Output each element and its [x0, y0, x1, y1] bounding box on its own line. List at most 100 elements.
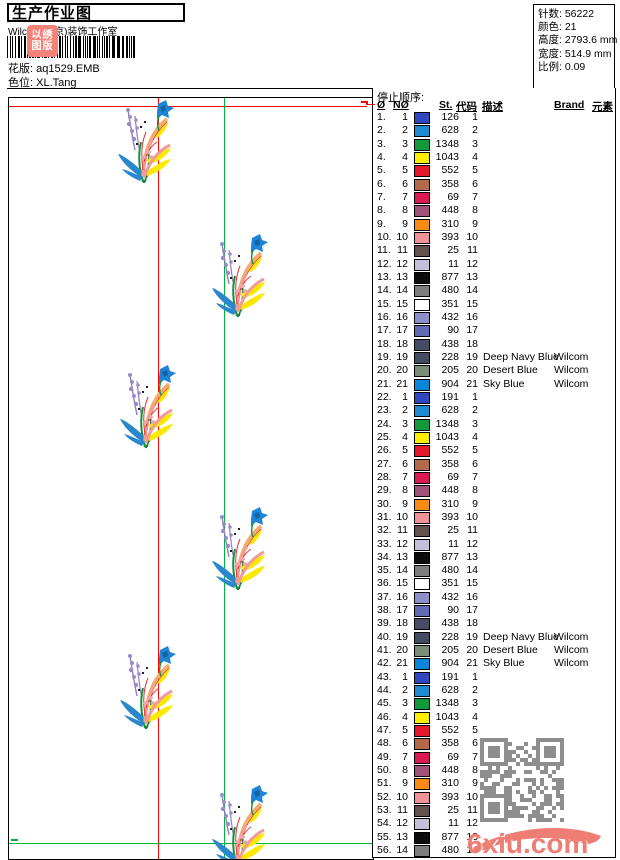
thread-color-swatch: [414, 391, 430, 404]
thread-color-swatch: [414, 698, 430, 711]
stop-order-label: 停止顺序:: [377, 92, 425, 104]
table-row: 5. 5 552 5: [377, 164, 478, 178]
table-row: 53. 11 25 11: [377, 804, 478, 818]
thread-color-swatch: [414, 471, 430, 484]
table-row: 11. 11 25 11: [377, 244, 478, 258]
pattern-file-label: 花版:: [8, 63, 34, 75]
thread-color-swatch: [414, 818, 430, 831]
thread-color-swatch: [414, 458, 430, 471]
thread-color-swatch: [414, 311, 430, 324]
thread-color-swatch: [414, 591, 430, 604]
table-row: 14. 14 480 14: [377, 284, 478, 298]
table-row: 9. 9 310 9: [377, 217, 478, 231]
table-row: 30. 9 310 9: [377, 497, 478, 511]
table-row: 44. 2 628 2: [377, 684, 478, 698]
info-line: 宽度: 514.9 mm: [538, 47, 612, 60]
thread-color-swatch: [414, 751, 430, 764]
colorway-label: 色位:: [8, 77, 34, 89]
thread-color-swatch: [414, 498, 430, 511]
watermark-text: 6xiu.com: [467, 828, 589, 859]
thread-color-swatch: [414, 285, 430, 298]
thread-color-swatch: [414, 605, 430, 618]
design-preview-canvas: [8, 97, 374, 860]
thread-color-swatch: [414, 125, 430, 138]
thread-color-swatch: [414, 685, 430, 698]
thread-color-swatch: [414, 845, 430, 858]
table-row: 46. 4 1043 4: [377, 710, 478, 724]
thread-color-swatch: [414, 165, 430, 178]
thread-color-swatch: [414, 831, 430, 844]
thread-color-swatch: [414, 445, 430, 458]
header-divider: [7, 88, 616, 89]
thread-color-swatch: [414, 618, 430, 631]
qr-stamp-line: 以绣: [31, 30, 54, 41]
table-row: 6. 6 358 6: [377, 177, 478, 191]
table-row: 29. 8 448 8: [377, 484, 478, 498]
table-row: 12. 12 11 12: [377, 257, 478, 271]
pattern-file-line: 花版: aq1529.EMB: [8, 60, 100, 76]
flower-motif: [210, 783, 269, 859]
table-row: 54. 12 11 12: [377, 817, 478, 831]
thread-color-swatch: [414, 725, 430, 738]
table-row: 40. 19 228 19 Deep Navy Blue Wilcom: [377, 630, 589, 644]
thread-color-swatch: [414, 405, 430, 418]
table-row: 33. 12 11 12: [377, 537, 478, 551]
thread-color-swatch: [414, 765, 430, 778]
column-header-1: NØ: [393, 99, 409, 111]
thread-color-swatch: [414, 791, 430, 804]
table-row: 22. 1 191 1: [377, 390, 478, 404]
column-header-5: Brand: [554, 99, 585, 111]
colorway-line: 色位: XL.Tang: [8, 74, 77, 90]
table-row: 26. 5 552 5: [377, 444, 478, 458]
green-guide-end-marker: [11, 839, 18, 841]
column-header-0: Ø: [377, 99, 386, 111]
thread-color-swatch: [414, 138, 430, 151]
column-header-4: 描述: [482, 101, 503, 113]
table-row: 13. 13 877 13: [377, 270, 478, 284]
table-row: 7. 7 69 7: [377, 190, 478, 204]
qr-code: [480, 738, 564, 822]
thread-color-swatch: [414, 418, 430, 431]
thread-color-swatch: [414, 205, 430, 218]
thread-color-swatch: [414, 191, 430, 204]
column-header-3: 代码: [456, 101, 477, 113]
red-guide-end-marker: [361, 101, 368, 105]
thread-color-swatch: [414, 671, 430, 684]
table-row: 36. 15 351 15: [377, 577, 478, 591]
table-row: 39. 18 438 18: [377, 617, 478, 631]
flower-motif: [118, 363, 177, 449]
page-title: 生产作业图: [12, 5, 93, 22]
table-row: 27. 6 358 6: [377, 457, 478, 471]
qr-stamp-line: 图版: [31, 41, 54, 52]
column-header-6: 元素: [592, 101, 613, 113]
table-row: 10. 10 393 10: [377, 230, 478, 244]
table-row: 42. 21 904 21 Sky Blue Wilcom: [377, 657, 589, 671]
color-sequence-table: 停止顺序: Ø NØ St. 代码 描述 Brand 元素 1. 1 126 1 2. 2 628 2 3.…: [372, 88, 616, 858]
info-line: 比例: 0.09: [538, 60, 586, 73]
thread-color-swatch: [414, 658, 430, 671]
table-row: 28. 7 69 7: [377, 470, 478, 484]
table-row: 55. 13 877 13: [377, 830, 478, 844]
thread-color-swatch: [414, 365, 430, 378]
thread-color-swatch: [414, 151, 430, 164]
thread-color-swatch: [414, 271, 430, 284]
table-row: 17. 17 90 17: [377, 324, 478, 338]
table-row: 31. 10 393 10: [377, 510, 478, 524]
red-vertical-guide: [158, 98, 159, 859]
green-vertical-guide: [224, 98, 225, 859]
thread-color-swatch: [414, 631, 430, 644]
watermark-swoosh: [469, 827, 601, 854]
thread-color-swatch: [414, 711, 430, 724]
table-row: 50. 8 448 8: [377, 764, 478, 778]
table-row: 19. 19 228 19 Deep Navy Blue Wilcom: [377, 350, 589, 364]
thread-color-swatch: [414, 645, 430, 658]
thread-color-swatch: [414, 218, 430, 231]
thread-color-swatch: [414, 112, 430, 124]
column-header-2: St.: [439, 99, 453, 111]
thread-color-swatch: [414, 325, 430, 338]
table-row: 16. 16 432 16: [377, 310, 478, 324]
thread-color-swatch: [414, 565, 430, 578]
flower-motif: [210, 505, 269, 591]
table-row: 3. 3 1348 3: [377, 137, 478, 151]
